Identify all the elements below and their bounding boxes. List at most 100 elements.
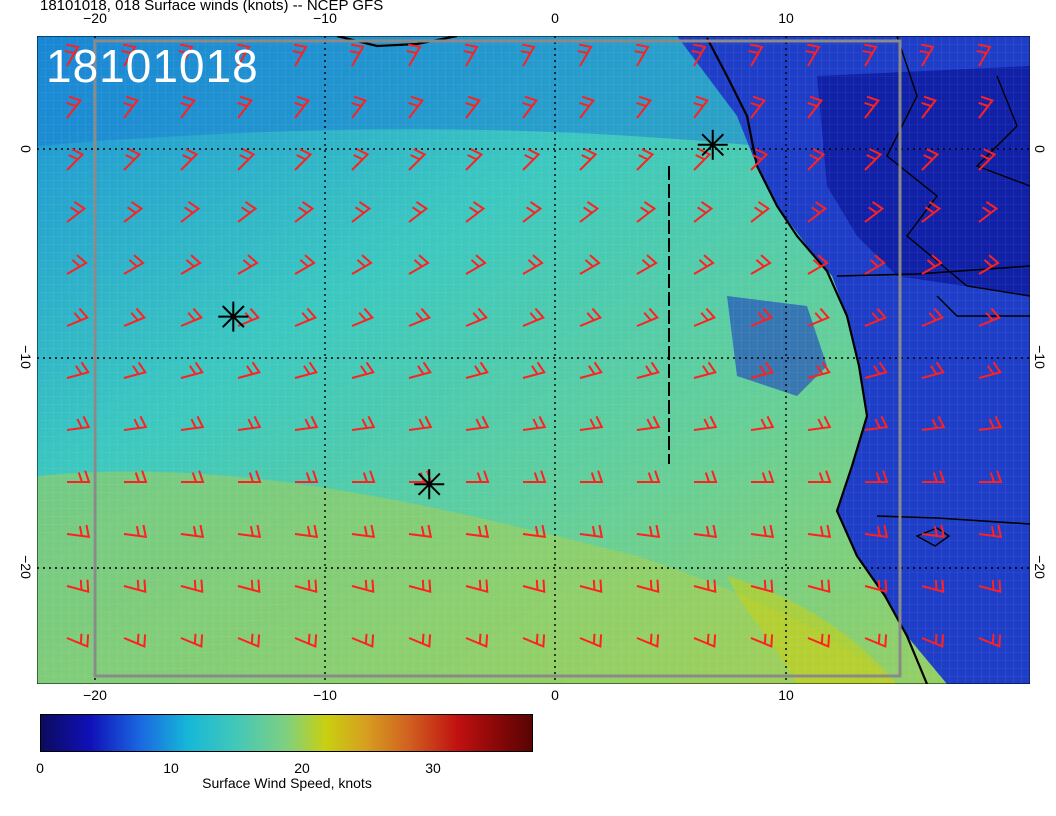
- right-tick-label: −20: [1032, 555, 1048, 579]
- colorbar: [40, 714, 533, 752]
- border: [936, 295, 1030, 317]
- wind-barb: [237, 633, 261, 648]
- colorbar-label: Surface Wind Speed, knots: [202, 775, 372, 791]
- wind-barb: [864, 307, 887, 327]
- wind-barb: [522, 201, 543, 223]
- wind-barb: [237, 95, 254, 119]
- left-tick-label: −20: [18, 555, 34, 579]
- wind-barb: [750, 148, 769, 171]
- wind-barb: [580, 470, 604, 483]
- wind-barb: [294, 95, 311, 119]
- wind-barb: [237, 254, 259, 275]
- wind-barb: [352, 470, 376, 483]
- wind-barb: [408, 633, 432, 648]
- wind-barb: [750, 201, 771, 223]
- wind-barb: [66, 307, 89, 327]
- wind-barb: [919, 43, 935, 67]
- bottom-tick-label: −20: [83, 687, 107, 703]
- wind-barb: [351, 148, 370, 171]
- wind-barb: [921, 415, 946, 431]
- wind-barb: [579, 201, 600, 223]
- wind-barb: [808, 470, 832, 483]
- wind-barb: [978, 633, 1002, 648]
- wind-barb: [921, 201, 942, 223]
- wind-barb: [180, 95, 197, 119]
- wind-barb: [978, 201, 999, 223]
- wind-barb: [67, 470, 91, 483]
- wind-barb: [465, 254, 487, 275]
- wind-barb: [636, 201, 657, 223]
- wind-barb: [750, 361, 774, 379]
- wind-barb: [691, 43, 707, 67]
- wind-barb: [750, 95, 767, 119]
- storm-marker-2: [414, 469, 445, 500]
- wind-barb: [124, 470, 148, 483]
- wind-barb: [180, 415, 205, 431]
- wind-barb: [238, 470, 262, 483]
- wind-barb: [123, 524, 148, 539]
- wind-barb: [294, 633, 318, 648]
- wind-barb: [465, 524, 490, 539]
- wind-barb: [351, 95, 368, 119]
- colorbar-tick: 30: [425, 760, 441, 776]
- wind-barb: [465, 201, 486, 223]
- wind-barb: [465, 307, 488, 327]
- wind-barb: [579, 579, 603, 594]
- wind-barb: [406, 43, 422, 67]
- wind-barb: [180, 148, 199, 171]
- wind-barb: [294, 307, 317, 327]
- wind-barb: [807, 633, 831, 648]
- wind-barb: [807, 201, 828, 223]
- storm-marker-3: [697, 129, 728, 160]
- wind-barb: [864, 254, 886, 275]
- map-timestamp-overlay: 18101018: [46, 40, 259, 92]
- wind-barb: [66, 254, 88, 275]
- wind-barb: [123, 254, 145, 275]
- wind-barb: [750, 254, 772, 275]
- right-tick-label: −10: [1032, 345, 1048, 369]
- wind-barb: [579, 307, 602, 327]
- wind-barb: [694, 470, 718, 483]
- wind-barb: [180, 633, 204, 648]
- wind-barb: [178, 43, 194, 67]
- wind-barb: [978, 148, 997, 171]
- wind-barb: [579, 633, 603, 648]
- wind-barb: [408, 254, 430, 275]
- wind-barb: [636, 524, 661, 539]
- wind-barb: [805, 43, 821, 67]
- wind-barb: [579, 95, 596, 119]
- wind-barb: [636, 148, 655, 171]
- wind-barb: [294, 201, 315, 223]
- wind-barb: [351, 307, 374, 327]
- wind-barb: [237, 201, 258, 223]
- wind-barb: [523, 470, 547, 483]
- wind-barb: [864, 95, 881, 119]
- coastline: [706, 37, 929, 684]
- wind-barb: [123, 579, 147, 594]
- wind-barb: [66, 579, 90, 594]
- top-tick-label: 10: [778, 10, 794, 26]
- wind-barb: [408, 524, 433, 539]
- wind-barb: [921, 579, 945, 594]
- wind-barb: [408, 579, 432, 594]
- wind-barb: [522, 307, 545, 327]
- wind-barb: [522, 579, 546, 594]
- wind-barb: [637, 470, 661, 483]
- wind-barb: [64, 43, 80, 67]
- wind-barb: [408, 95, 425, 119]
- wind-barb: [978, 361, 1002, 379]
- colorbar-tick: 20: [294, 760, 310, 776]
- wind-barb: [693, 95, 710, 119]
- wind-barb: [294, 415, 319, 431]
- left-tick-label: −10: [18, 345, 34, 369]
- wind-barb: [864, 633, 888, 648]
- wind-barb: [579, 254, 601, 275]
- wind-barb: [123, 633, 147, 648]
- wind-barb: [978, 307, 1001, 327]
- wind-barb: [636, 307, 659, 327]
- wind-barb: [66, 148, 85, 171]
- wind-barb: [465, 95, 482, 119]
- right-tick-label: 0: [1032, 145, 1048, 153]
- border: [876, 515, 1030, 525]
- wind-barb: [693, 307, 716, 327]
